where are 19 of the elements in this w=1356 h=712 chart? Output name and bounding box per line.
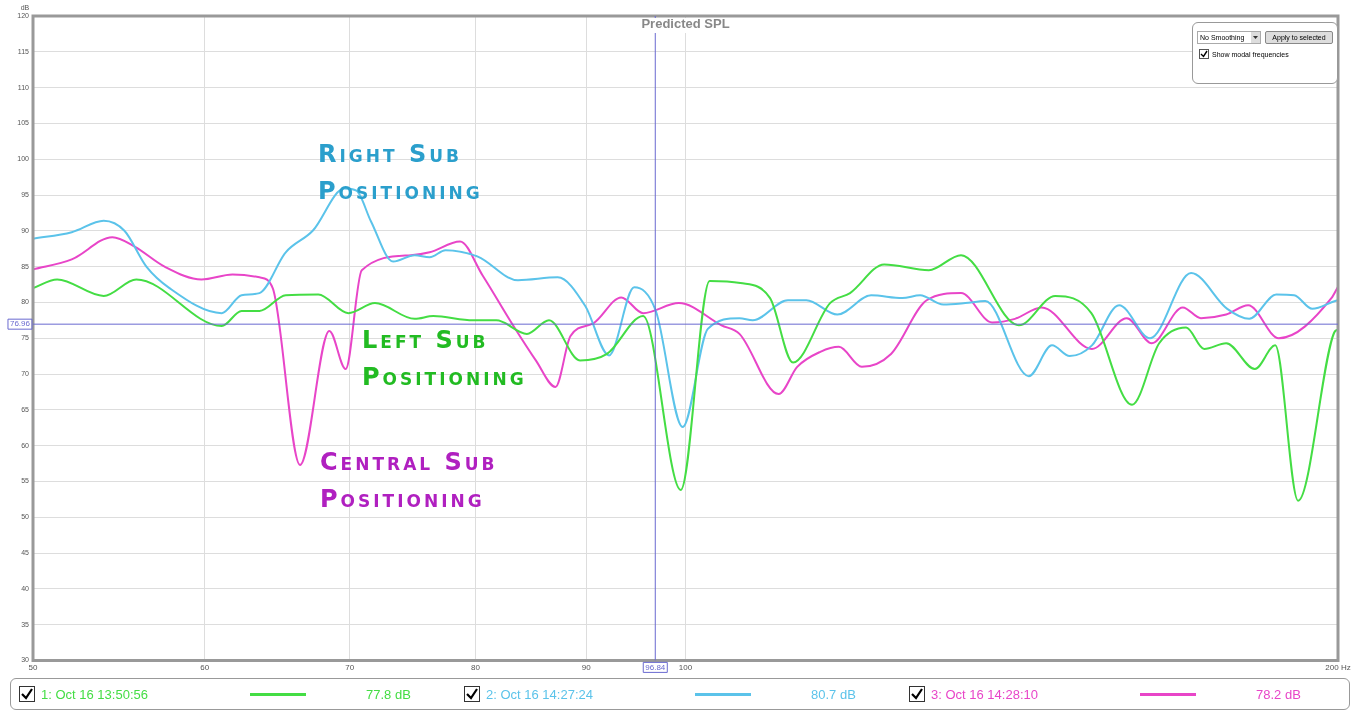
x-tick-label: 50: [28, 663, 38, 673]
x-tick-label: 90: [581, 663, 592, 673]
chart-title: Predicted SPL: [641, 16, 730, 32]
x-tick-label: 60: [200, 663, 210, 673]
text: 78.2 dB: [1256, 686, 1302, 702]
annotation: Central Sub Positioning: [320, 447, 499, 515]
text: 3: Oct 16 14:28:10: [931, 686, 1038, 702]
annotation: Left Sub Positioning: [362, 325, 528, 393]
annotation: Right Sub Positioning: [318, 139, 484, 207]
x-tick-label: 80: [470, 663, 481, 673]
ref-line-label: 76.96: [9, 319, 31, 329]
text: 77.8 dB: [366, 686, 412, 702]
text: 2: Oct 16 14:27:24: [486, 686, 593, 702]
x-tick-label: 100: [678, 663, 693, 673]
text: 80.7 dB: [811, 686, 857, 702]
text: 1: Oct 16 13:50:56: [41, 686, 148, 702]
x-tick-label: 70: [345, 663, 355, 673]
x-tick-label: 200 Hz: [1325, 663, 1351, 673]
ref-line-label: 96.84: [645, 662, 666, 672]
